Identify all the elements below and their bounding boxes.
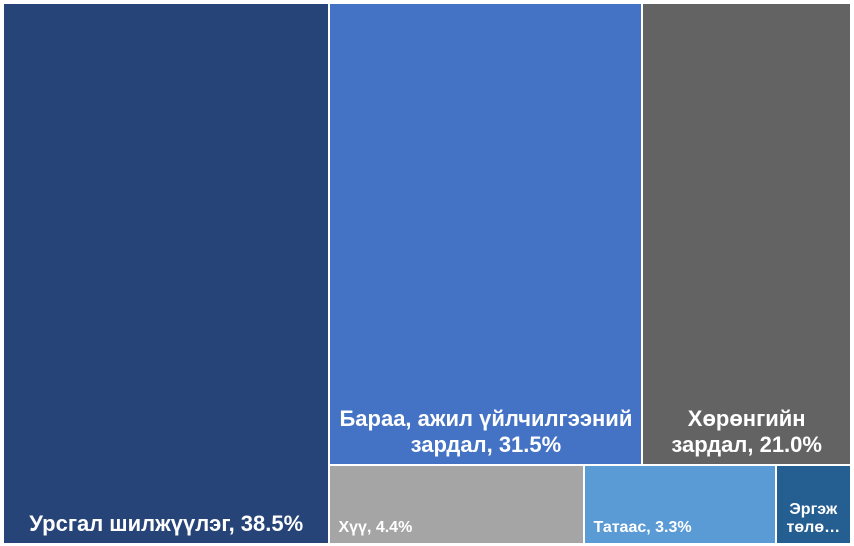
treemap-cell: Урсгал шилжүүлэг, 38.5% bbox=[3, 3, 330, 544]
treemap-cell: Бараа, ажил үйлчилгээний зардал, 31.5% bbox=[329, 3, 643, 465]
treemap-cell: Татаас, 3.3% bbox=[584, 464, 776, 544]
cell-label: Эргэж төлө… bbox=[786, 500, 841, 536]
cell-label: Бараа, ажил үйлчилгээний зардал, 31.5% bbox=[339, 405, 633, 457]
cell-label: Урсгал шилжүүлэг, 38.5% bbox=[29, 511, 304, 536]
treemap-cell: Хүү, 4.4% bbox=[329, 464, 585, 544]
cell-label: Хөрөнгийн зардал, 21.0% bbox=[671, 405, 822, 457]
treemap-cell: Эргэж төлө… bbox=[775, 464, 851, 544]
cell-label: Хүү, 4.4% bbox=[338, 518, 413, 536]
cell-label: Татаас, 3.3% bbox=[593, 518, 692, 536]
treemap-cell: Хөрөнгийн зардал, 21.0% bbox=[642, 3, 851, 465]
